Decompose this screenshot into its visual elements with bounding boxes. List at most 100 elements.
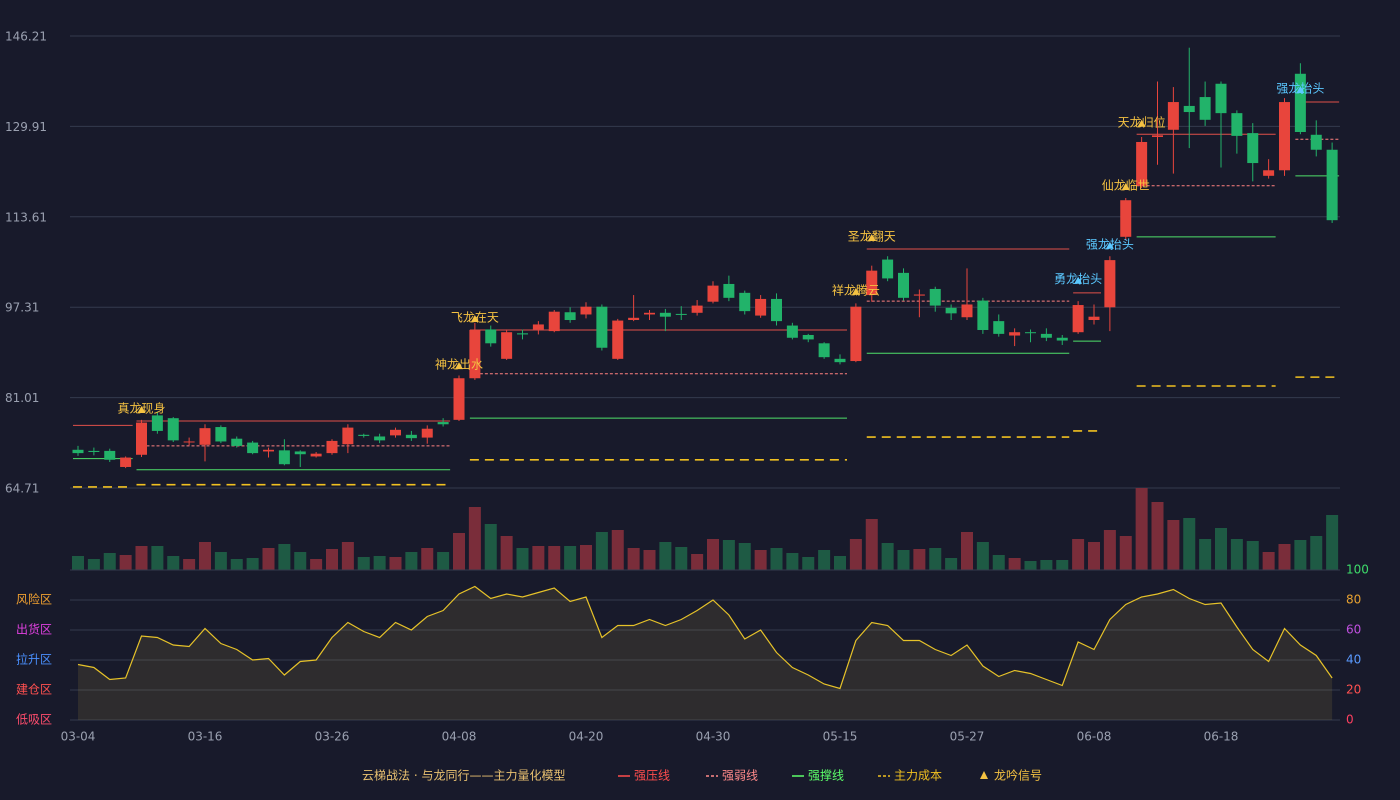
- x-tick-label: 03-04: [61, 730, 96, 744]
- volume-bar: [1008, 558, 1021, 570]
- candle-body: [215, 427, 227, 442]
- volume-bar: [548, 546, 561, 570]
- volume-bar: [580, 545, 592, 570]
- candle-body: [247, 442, 259, 454]
- x-tick-label: 05-27: [950, 730, 985, 744]
- candle-body: [342, 427, 354, 445]
- candle-body: [1088, 316, 1100, 321]
- volume-bar: [437, 552, 450, 570]
- candle-body: [834, 358, 846, 363]
- candle-body: [945, 307, 957, 314]
- candle-body: [151, 415, 163, 431]
- candle-body: [405, 434, 417, 439]
- oscillator-area: [78, 586, 1333, 720]
- candle-body: [866, 270, 878, 296]
- candle-body: [72, 449, 84, 454]
- volume-bar: [1183, 518, 1196, 570]
- volume-bar: [1230, 539, 1243, 570]
- volume-bar: [357, 557, 370, 570]
- candle-body: [485, 329, 497, 344]
- candle-body: [453, 378, 465, 420]
- volume-bar: [246, 558, 259, 570]
- candle-body: [1009, 332, 1021, 336]
- volume-bar: [754, 550, 767, 570]
- volume-bar: [310, 559, 323, 570]
- candle-body: [120, 457, 132, 467]
- x-tick-label: 03-16: [188, 730, 223, 744]
- volume-bar: [532, 546, 545, 570]
- candle-body: [580, 306, 592, 315]
- volume-bar: [262, 548, 275, 570]
- volume-bar: [421, 548, 434, 570]
- volume-bar: [802, 557, 815, 570]
- volume-bar: [707, 539, 719, 570]
- volume-bar: [992, 555, 1005, 570]
- candle-body: [421, 428, 433, 438]
- zone-label: 出货区: [16, 622, 52, 637]
- volume-bar: [881, 543, 894, 570]
- volume-bar: [72, 556, 84, 570]
- signal-marker: [455, 362, 463, 370]
- candle-body: [993, 321, 1005, 334]
- legend-label: 强弱线: [722, 769, 758, 783]
- volume-bar: [1326, 515, 1339, 570]
- volume-bar: [834, 556, 846, 570]
- signal-marker: [1296, 85, 1305, 93]
- volume-bar: [849, 539, 862, 570]
- volume-bar: [199, 542, 211, 570]
- volume-bar: [595, 532, 608, 570]
- volume-bar: [564, 546, 577, 570]
- volume-bar: [1151, 502, 1164, 570]
- candle-body: [564, 312, 576, 321]
- candle-body: [882, 259, 894, 279]
- volume-bar: [389, 557, 402, 570]
- volume-bar: [103, 553, 116, 570]
- volume-bar: [1072, 539, 1085, 570]
- candle-body: [501, 332, 513, 359]
- volume-bar: [119, 555, 132, 570]
- candle-body: [707, 285, 719, 302]
- candle-body: [548, 311, 560, 332]
- volume-bar: [87, 559, 100, 570]
- zone-label: 低吸区: [16, 713, 52, 727]
- candle-body: [771, 298, 782, 322]
- legend-marker: [980, 771, 988, 779]
- y2-tick-label: 20: [1346, 683, 1361, 697]
- candle-body: [437, 422, 449, 425]
- volume-bar: [1040, 560, 1053, 570]
- signal-marker: [1137, 119, 1146, 127]
- candle-body: [612, 320, 624, 359]
- candle-body: [136, 422, 147, 455]
- volume-bar: [516, 548, 529, 570]
- candle-body: [263, 449, 274, 452]
- zone-label: 风险区: [16, 592, 52, 607]
- volume-bar: [770, 548, 783, 570]
- volume-bar: [611, 530, 624, 570]
- volume-bar: [1119, 536, 1132, 570]
- volume-bar: [738, 543, 751, 570]
- volume-bar: [1310, 536, 1323, 570]
- volume-bar: [786, 553, 799, 570]
- candle-body: [1072, 305, 1084, 333]
- candle-body: [1040, 333, 1052, 338]
- candle-body: [929, 288, 941, 306]
- candle-body: [691, 305, 703, 313]
- x-tick-label: 03-26: [315, 730, 350, 744]
- candle-body: [183, 441, 195, 443]
- candle-body: [390, 429, 401, 436]
- candle-body: [1199, 97, 1211, 120]
- volume-bar: [1294, 540, 1307, 570]
- candle-body: [374, 436, 386, 441]
- legend-label: 龙吟信号: [994, 768, 1042, 783]
- x-tick-label: 04-20: [569, 730, 604, 744]
- candle-body: [786, 325, 798, 338]
- volume-bar: [183, 559, 196, 570]
- volume-bar: [1246, 541, 1259, 570]
- candle-body: [1215, 83, 1227, 114]
- legend-title: 云梯战法 · 与龙同行——主力量化模型: [362, 769, 565, 783]
- y2-tick-label: 100: [1346, 563, 1369, 577]
- y-tick-label: 146.21: [5, 30, 47, 44]
- candle-body: [199, 428, 211, 445]
- volume-bar: [722, 540, 735, 570]
